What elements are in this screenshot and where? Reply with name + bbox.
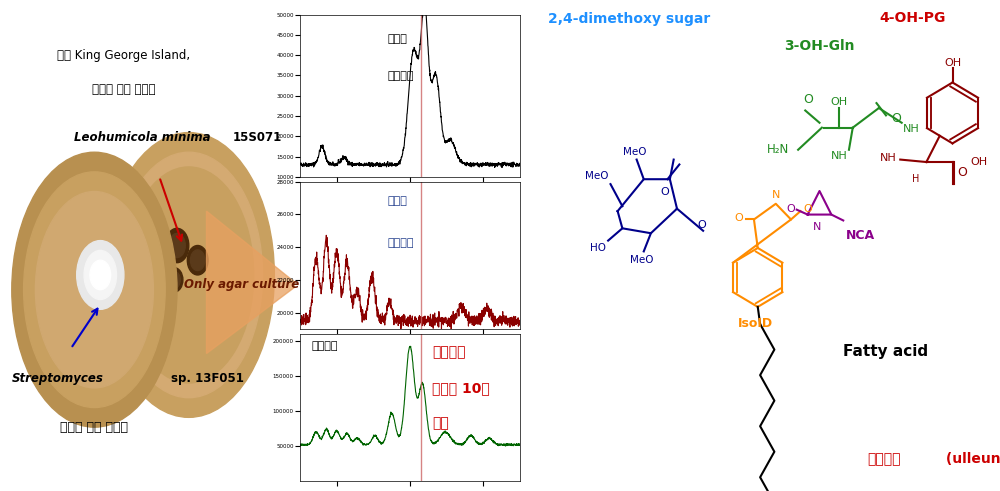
Text: sp. 13F051: sp. 13F051 (171, 372, 244, 384)
Text: 지의류 내생 곰팡이: 지의류 내생 곰팡이 (92, 83, 156, 96)
Polygon shape (207, 211, 298, 354)
Text: MeO: MeO (585, 171, 608, 181)
Text: 곰팡이: 곰팡이 (388, 34, 408, 44)
Text: 울릇도린: 울릇도린 (432, 346, 466, 360)
Text: 증대: 증대 (432, 416, 449, 431)
Text: MeO: MeO (630, 255, 653, 265)
Ellipse shape (90, 260, 111, 290)
Text: 울릇도린: 울릇도린 (867, 452, 900, 466)
Text: H: H (912, 174, 920, 184)
Text: 남극 King George Island,: 남극 King George Island, (57, 49, 190, 62)
Text: 생산량 10배: 생산량 10배 (432, 381, 490, 395)
Ellipse shape (124, 167, 254, 383)
Text: 15S071: 15S071 (233, 131, 282, 144)
Text: 단독배양: 단독배양 (388, 238, 415, 247)
Text: OH: OH (830, 97, 847, 107)
Text: Leohumicola minima: Leohumicola minima (74, 131, 210, 144)
Text: N: N (813, 222, 821, 232)
Ellipse shape (103, 133, 274, 417)
Text: 2,4-dimethoxy sugar: 2,4-dimethoxy sugar (548, 12, 711, 27)
Text: H₂N: H₂N (766, 143, 789, 156)
Ellipse shape (187, 246, 208, 275)
Text: HO: HO (590, 243, 606, 253)
Text: OH: OH (944, 58, 961, 68)
Ellipse shape (169, 234, 185, 258)
Text: NH: NH (831, 151, 848, 161)
Text: OH: OH (971, 157, 988, 167)
Text: 단독배양: 단독배양 (388, 72, 415, 82)
Text: MeO: MeO (622, 147, 646, 157)
Text: NH: NH (903, 124, 919, 134)
Ellipse shape (35, 191, 153, 388)
Ellipse shape (77, 241, 124, 309)
Text: Only agar culture: Only agar culture (184, 278, 300, 291)
Text: 4-OH-PG: 4-OH-PG (879, 11, 945, 25)
Text: Fatty acid: Fatty acid (843, 344, 929, 358)
Text: O: O (661, 188, 670, 197)
Ellipse shape (84, 250, 117, 300)
Ellipse shape (24, 172, 165, 408)
Text: IsoID: IsoID (738, 317, 773, 329)
Text: NH: NH (880, 153, 897, 163)
Ellipse shape (115, 152, 263, 398)
Ellipse shape (12, 152, 177, 427)
Ellipse shape (165, 228, 189, 263)
Text: O: O (735, 214, 744, 223)
Text: 3-OH-Gln: 3-OH-Gln (784, 39, 855, 54)
Text: O: O (803, 204, 812, 214)
Text: (ulleungdolin): (ulleungdolin) (941, 452, 1000, 466)
Ellipse shape (165, 268, 183, 292)
Text: O: O (786, 204, 795, 214)
Text: N: N (772, 190, 780, 200)
Ellipse shape (168, 271, 180, 289)
Text: 방선균: 방선균 (388, 196, 408, 206)
Text: 울릇도 토양 방선균: 울릇도 토양 방선균 (60, 421, 128, 434)
Text: Streptomyces: Streptomyces (12, 372, 104, 384)
Text: O: O (957, 166, 967, 179)
Text: O: O (697, 220, 706, 230)
Text: O: O (892, 112, 902, 125)
Text: 혼합배양: 혼합배양 (311, 341, 338, 351)
Text: NCA: NCA (846, 229, 875, 242)
Ellipse shape (190, 250, 205, 271)
Text: O: O (804, 93, 814, 106)
